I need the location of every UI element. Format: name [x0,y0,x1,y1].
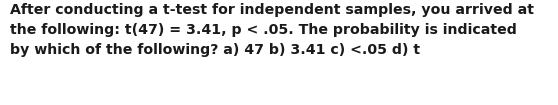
Text: After conducting a t-test for independent samples, you arrived at
the following:: After conducting a t-test for independen… [10,3,534,57]
